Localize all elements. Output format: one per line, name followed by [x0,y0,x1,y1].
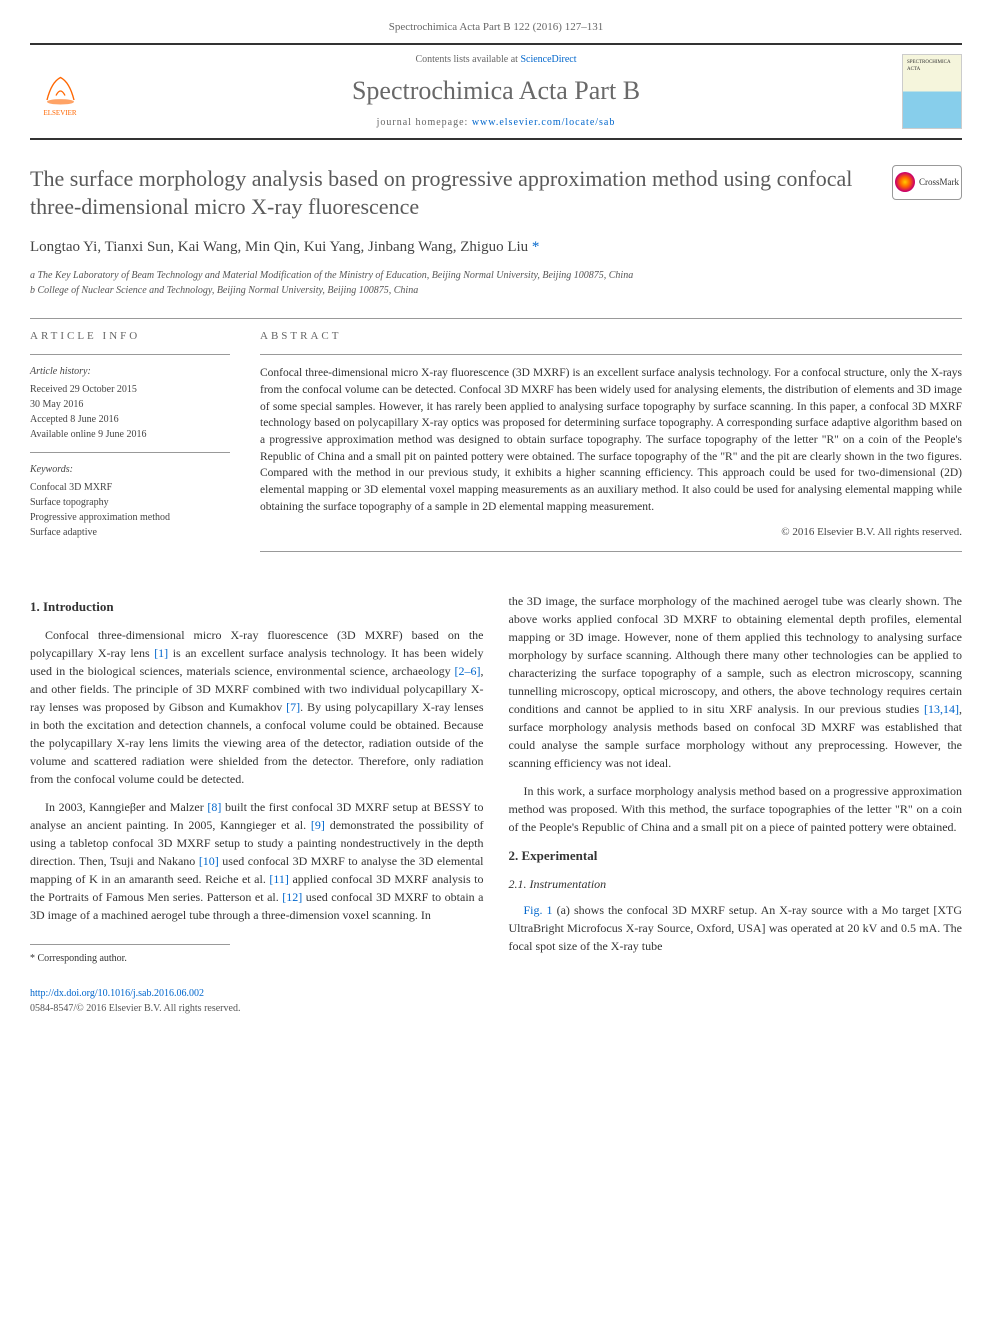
header-center: Contents lists available at ScienceDirec… [105,53,887,129]
affiliation-a: a The Key Laboratory of Beam Technology … [30,268,962,283]
right-column: the 3D image, the surface morphology of … [509,592,963,1017]
history-item: Accepted 8 June 2016 [30,412,230,427]
ref-link-13-14[interactable]: [13,14] [924,702,959,716]
intro-paragraph-4: In this work, a surface morphology analy… [509,782,963,836]
journal-cover-thumbnail: SPECTROCHIMICA ACTA [902,54,962,129]
cover-text: SPECTROCHIMICA ACTA [907,59,957,73]
section-2-1-heading: 2.1. Instrumentation [509,875,963,893]
top-citation: Spectrochimica Acta Part B 122 (2016) 12… [30,20,962,35]
crossmark-icon [895,172,915,192]
abstract-divider [260,354,962,355]
intro-paragraph-1: Confocal three-dimensional micro X-ray f… [30,626,484,788]
article-title: The surface morphology analysis based on… [30,165,872,222]
intro-paragraph-2: In 2003, Kanngieβer and Malzer [8] built… [30,798,484,924]
keyword-item: Surface adaptive [30,525,230,540]
bottom-info: http://dx.doi.org/10.1016/j.sab.2016.06.… [30,986,484,1016]
sciencedirect-link[interactable]: ScienceDirect [520,54,576,65]
ref-link-2-6[interactable]: [2–6] [455,664,481,678]
text: In 2003, Kanngieβer and Malzer [45,800,207,814]
body-columns: 1. Introduction Confocal three-dimension… [30,592,962,1017]
abstract-column: ABSTRACT Confocal three-dimensional micr… [260,329,962,562]
publisher-name: ELSEVIER [43,109,76,119]
keyword-item: Progressive approximation method [30,510,230,525]
abstract-divider-bottom [260,551,962,552]
corresponding-marker[interactable]: * [532,239,540,255]
authors-text: Longtao Yi, Tianxi Sun, Kai Wang, Min Qi… [30,239,532,255]
crossmark-badge[interactable]: CrossMark [892,165,962,200]
doi-link[interactable]: http://dx.doi.org/10.1016/j.sab.2016.06.… [30,988,204,999]
keywords-heading: Keywords: [30,463,230,477]
section-1-heading: 1. Introduction [30,597,484,617]
keyword-item: Surface topography [30,495,230,510]
ref-link-1[interactable]: [1] [154,646,168,660]
authors-list: Longtao Yi, Tianxi Sun, Kai Wang, Min Qi… [30,237,962,258]
experimental-paragraph-1: Fig. 1 (a) shows the confocal 3D MXRF se… [509,901,963,955]
ref-link-10[interactable]: [10] [199,854,219,868]
abstract-copyright: © 2016 Elsevier B.V. All rights reserved… [260,525,962,540]
history-heading: Article history: [30,365,230,379]
divider [30,318,962,319]
fig-link-1[interactable]: Fig. 1 [524,903,553,917]
history-list: Received 29 October 2015 30 May 2016 Acc… [30,382,230,442]
affiliations: a The Key Laboratory of Beam Technology … [30,268,962,298]
info-heading: ARTICLE INFO [30,329,230,344]
section-2-heading: 2. Experimental [509,846,963,866]
ref-link-8[interactable]: [8] [207,800,221,814]
article-info-column: ARTICLE INFO Article history: Received 2… [30,329,230,562]
intro-paragraph-3: the 3D image, the surface morphology of … [509,592,963,772]
crossmark-label: CrossMark [919,176,959,189]
title-section: The surface morphology analysis based on… [30,165,962,222]
affiliation-b: b College of Nuclear Science and Technol… [30,283,962,298]
contents-prefix: Contents lists available at [415,54,520,65]
corresponding-author-note: * Corresponding author. [30,944,230,966]
ref-link-11[interactable]: [11] [269,872,289,886]
info-divider-2 [30,452,230,453]
ref-link-9[interactable]: [9] [311,818,325,832]
text: the 3D image, the surface morphology of … [509,594,963,716]
journal-homepage: journal homepage: www.elsevier.com/locat… [105,116,887,130]
keyword-item: Confocal 3D MXRF [30,480,230,495]
keywords-list: Confocal 3D MXRF Surface topography Prog… [30,480,230,540]
journal-name: Spectrochimica Acta Part B [105,73,887,109]
abstract-heading: ABSTRACT [260,329,962,344]
text: (a) shows the confocal 3D MXRF setup. An… [509,903,963,953]
homepage-prefix: journal homepage: [377,117,472,128]
history-item: 30 May 2016 [30,397,230,412]
left-column: 1. Introduction Confocal three-dimension… [30,592,484,1017]
contents-available: Contents lists available at ScienceDirec… [105,53,887,67]
homepage-link[interactable]: www.elsevier.com/locate/sab [472,117,616,128]
journal-header: ELSEVIER Contents lists available at Sci… [30,43,962,139]
ref-link-7[interactable]: [7] [286,700,300,714]
ref-link-12[interactable]: [12] [282,890,302,904]
history-item: Received 29 October 2015 [30,382,230,397]
info-abstract-row: ARTICLE INFO Article history: Received 2… [30,329,962,562]
abstract-text: Confocal three-dimensional micro X-ray f… [260,365,962,515]
info-divider-1 [30,354,230,355]
history-item: Available online 9 June 2016 [30,427,230,442]
elsevier-logo: ELSEVIER [30,62,90,122]
issn-copyright: 0584-8547/© 2016 Elsevier B.V. All right… [30,1001,484,1016]
